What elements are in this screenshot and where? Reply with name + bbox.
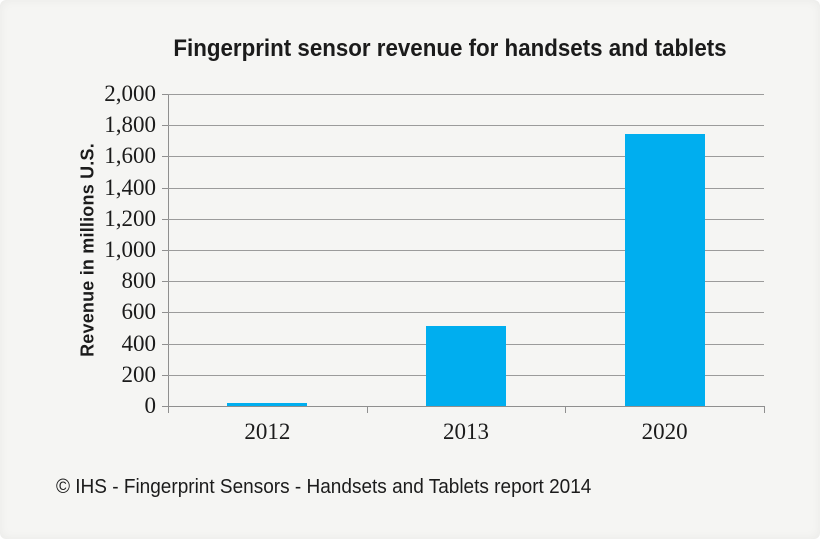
- y-tick-label-200: 200: [121, 361, 157, 387]
- bar-2020: [624, 134, 705, 406]
- y-tick-label-400: 400: [121, 330, 157, 356]
- y-tick-mark-800: [162, 281, 168, 283]
- y-tick-label-0: 0: [144, 393, 157, 418]
- x-tick-mark-1: [366, 407, 368, 413]
- y-tick-mark-200: [162, 374, 168, 376]
- x-tick-mark-3: [764, 407, 765, 413]
- y-tick-mark-400: [162, 343, 168, 345]
- y-tick-label-1800: 1,800: [104, 112, 156, 138]
- bar-2012: [227, 403, 308, 406]
- gridline-600: [168, 312, 764, 314]
- y-tick-mark-1800: [162, 125, 168, 127]
- gridline-1800: [168, 125, 764, 127]
- x-tick-mark-2: [565, 407, 567, 413]
- x-tick-mark-0: [168, 407, 169, 413]
- y-tick-mark-600: [162, 312, 168, 314]
- gridline-2000: [168, 94, 764, 95]
- y-tick-label-600: 600: [121, 299, 157, 325]
- y-tick-label-1200: 1,200: [104, 205, 156, 231]
- gridline-800: [168, 281, 764, 283]
- y-tick-mark-1200: [162, 218, 168, 220]
- y-tick-label-2000: 2,000: [104, 81, 156, 106]
- y-tick-mark-0: [162, 406, 168, 407]
- y-tick-mark-1600: [162, 156, 168, 158]
- gridline-1600: [168, 156, 764, 158]
- y-tick-label-800: 800: [121, 268, 157, 294]
- gridline-1200: [168, 218, 764, 220]
- y-tick-mark-1000: [162, 250, 168, 251]
- y-tick-label-1600: 1,600: [104, 143, 156, 169]
- x-tick-label-2012: 2012: [244, 419, 291, 444]
- bar-2013: [426, 326, 506, 406]
- source-attribution: © IHS - Fingerprint Sensors - Handsets a…: [56, 476, 592, 498]
- gridline-1400: [168, 187, 764, 189]
- y-tick-label-1400: 1,400: [104, 174, 156, 200]
- y-tick-mark-2000: [162, 94, 168, 95]
- chart-title: Fingerprint sensor revenue for handsets …: [173, 35, 727, 62]
- gridline-1000: [168, 250, 764, 251]
- y-tick-label-1000: 1,000: [104, 237, 156, 262]
- x-tick-label-2013: 2013: [443, 419, 489, 444]
- x-tick-label-2020: 2020: [641, 419, 688, 444]
- y-tick-mark-1400: [162, 187, 168, 189]
